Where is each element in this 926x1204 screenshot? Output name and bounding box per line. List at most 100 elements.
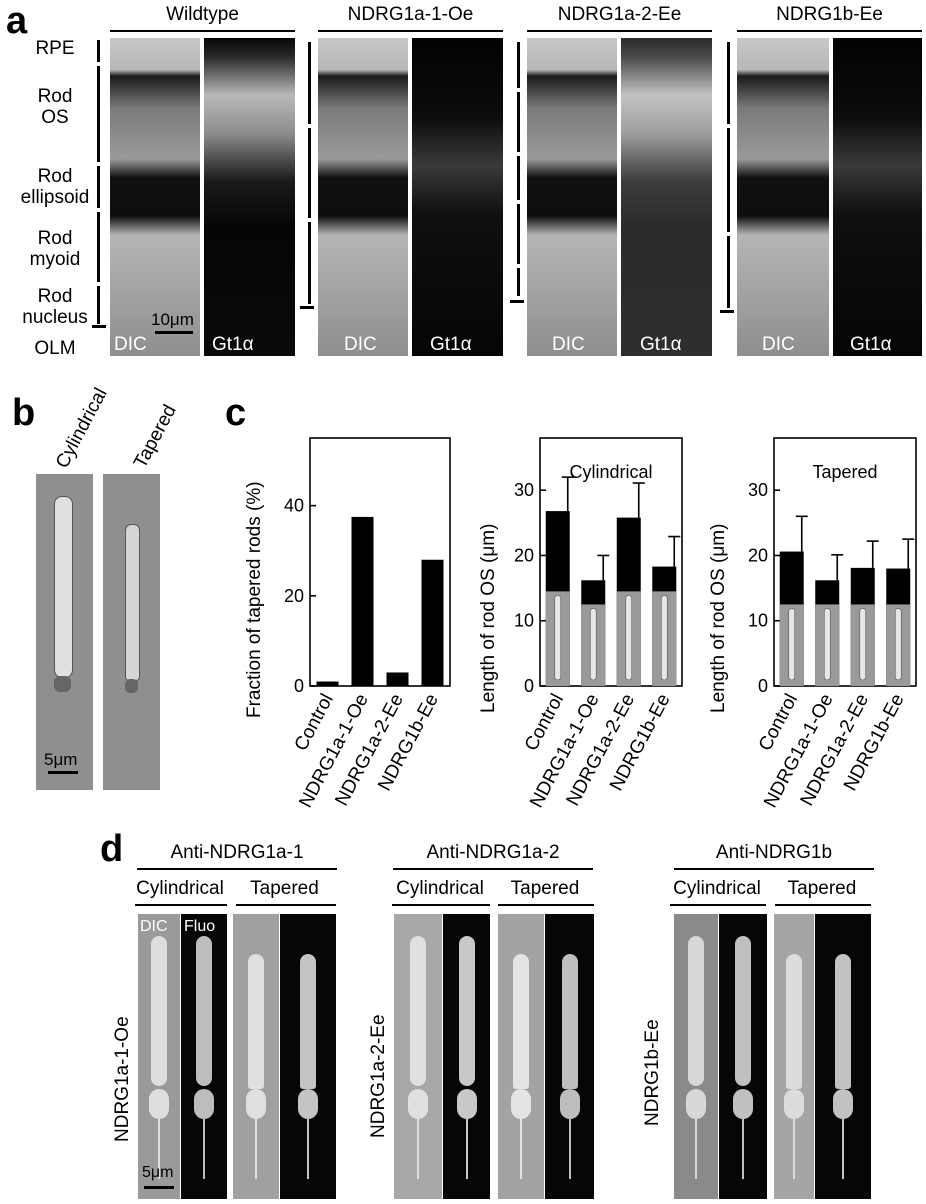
panel-c-letter: c (225, 392, 247, 434)
row-label-ndrg1a-1-oe: NDRG1a-1-Oe (112, 1016, 133, 1142)
y-axis-label: Length of rod OS (μm) (478, 524, 499, 713)
layer-bracket (97, 286, 100, 324)
dic-label: DIC (114, 334, 147, 355)
rod-axon (158, 1119, 160, 1179)
dic-label: DIC (344, 334, 377, 355)
tapered-sublabel: Tapered (510, 878, 580, 899)
rod-axon (203, 1119, 205, 1179)
tapered-rod-image (103, 474, 160, 790)
plot-frame (773, 437, 917, 687)
panel-d-letter: d (100, 828, 124, 870)
group-header-line (527, 30, 712, 32)
rod-outer-segment (248, 954, 264, 1089)
sublabel-line (775, 904, 871, 906)
chart-3-plot: Tapered0102030ControlNDRG1a-1-OeNDRG1a-2… (748, 437, 917, 808)
ndrg1b-tap-fluo-image (815, 914, 871, 1199)
bar (386, 672, 409, 686)
tapered-sublabel: Tapered (787, 878, 857, 899)
cylindrical-sublabel: Cylindrical (396, 878, 484, 899)
sublabel-line (670, 904, 766, 906)
layer-bracket (97, 166, 100, 208)
plot-frame (309, 437, 451, 687)
rod-cell-body (559, 1089, 580, 1119)
chart-2-plot: Cylindrical0102030ControlNDRG1a-1-OeNDRG… (514, 437, 683, 808)
y-tick-label: 40 (284, 496, 304, 516)
ndrg1a-1-oe-dic-image (318, 38, 408, 356)
rod-outer-segment (561, 954, 578, 1089)
chart-title: Tapered (812, 462, 877, 482)
rod-axon (255, 1119, 257, 1179)
row-label-ndrg1a-2-ee: NDRG1a-2-Ee (368, 1014, 389, 1138)
bar-rod-shape (894, 608, 902, 681)
scale-bar-label: 5μm (44, 750, 78, 769)
layer-label-rod-myoid: Rod myoid (29, 228, 81, 270)
y-tick-label: 0 (524, 676, 534, 696)
ndrg1b-ee-dic-image (737, 38, 829, 356)
panel-b-letter: b (12, 392, 36, 434)
dic-label: DIC (762, 334, 795, 355)
layer-bracket (727, 236, 730, 308)
cylindrical-sublabel: Cylindrical (673, 878, 761, 899)
bar-rod-shape (625, 595, 633, 681)
layer-bracket (517, 204, 520, 264)
antibody-header-1: Anti-NDRG1a-1 (170, 842, 304, 863)
olm-tick (510, 300, 524, 303)
rod-cell-body (149, 1089, 169, 1119)
rod-cell-body (456, 1089, 477, 1119)
rod-cell-body (784, 1089, 804, 1119)
y-axis-label: Length of rod OS (μm) (708, 524, 729, 713)
layer-label-rod-ellipsoid: Rod ellipsoid (20, 166, 90, 208)
y-tick-label: 30 (514, 480, 534, 500)
layer-label-olm: OLM (34, 338, 76, 359)
olm-tick (720, 310, 734, 313)
sublabel-line (392, 904, 490, 906)
ndrg1a-1-tap-dic-image (233, 914, 279, 1199)
layer-bracket (727, 42, 730, 124)
rod-axon (417, 1119, 419, 1179)
rod-axon (695, 1119, 697, 1179)
rod-cell-body (194, 1089, 214, 1119)
y-axis-label: Fraction of tapered rods (%) (244, 481, 265, 718)
layer-bracket (97, 66, 100, 162)
ndrg1a-1-oe-gt1a-image (412, 38, 503, 356)
cylindrical-rod-image (36, 474, 93, 790)
gt1a-label: Gt1α (850, 334, 892, 355)
y-tick-label: 0 (294, 676, 304, 696)
bar-rod-shape (823, 608, 831, 681)
rod-outer-segment (196, 936, 212, 1086)
layer-label-rod-os: Rod OS (37, 86, 73, 128)
rod-cell-body (511, 1089, 531, 1119)
ndrg1b-cyl-dic-image (674, 914, 718, 1199)
scale-bar-label: 5μm (142, 1164, 174, 1181)
y-tick-label: 20 (284, 586, 304, 606)
rod-outer-segment (786, 954, 802, 1089)
ndrg1a-2-cyl-fluo-image (443, 914, 490, 1199)
gt1a-label: Gt1α (212, 334, 254, 355)
group-header-ndrg1a-2-ee: NDRG1a-2-Ee (557, 4, 682, 25)
y-tick-label: 20 (514, 545, 534, 565)
rod-cell-body (686, 1089, 706, 1119)
tapered-label: Tapered (130, 401, 181, 472)
ndrg1b-cyl-fluo-image (719, 914, 767, 1199)
y-tick-label: 20 (748, 545, 768, 565)
rod-outer-segment (410, 936, 426, 1086)
antibody-header-line (674, 868, 874, 870)
rod-cell-body (408, 1089, 428, 1119)
layer-bracket (517, 156, 520, 200)
group-header-ndrg1b-ee: NDRG1b-Ee (776, 4, 883, 25)
rod-outer-segment (835, 954, 851, 1089)
group-header-line (318, 30, 503, 32)
rod-axon (842, 1119, 844, 1179)
ndrg1a-1-cyl-fluo-image (181, 914, 227, 1199)
rod-cell-body (246, 1089, 266, 1119)
layer-bracket (517, 268, 520, 296)
bar-rod-shape (589, 608, 597, 681)
scale-bar (155, 331, 193, 334)
layer-bracket (727, 128, 730, 232)
layer-bracket (517, 42, 520, 88)
sublabel-line (236, 904, 336, 906)
fluo-label: Fluo (184, 918, 216, 935)
bar (421, 559, 444, 686)
y-tick-label: 0 (758, 676, 768, 696)
chart-tapered-length: Length of rod OS (μm) Tapered0102030Cont… (708, 437, 917, 808)
